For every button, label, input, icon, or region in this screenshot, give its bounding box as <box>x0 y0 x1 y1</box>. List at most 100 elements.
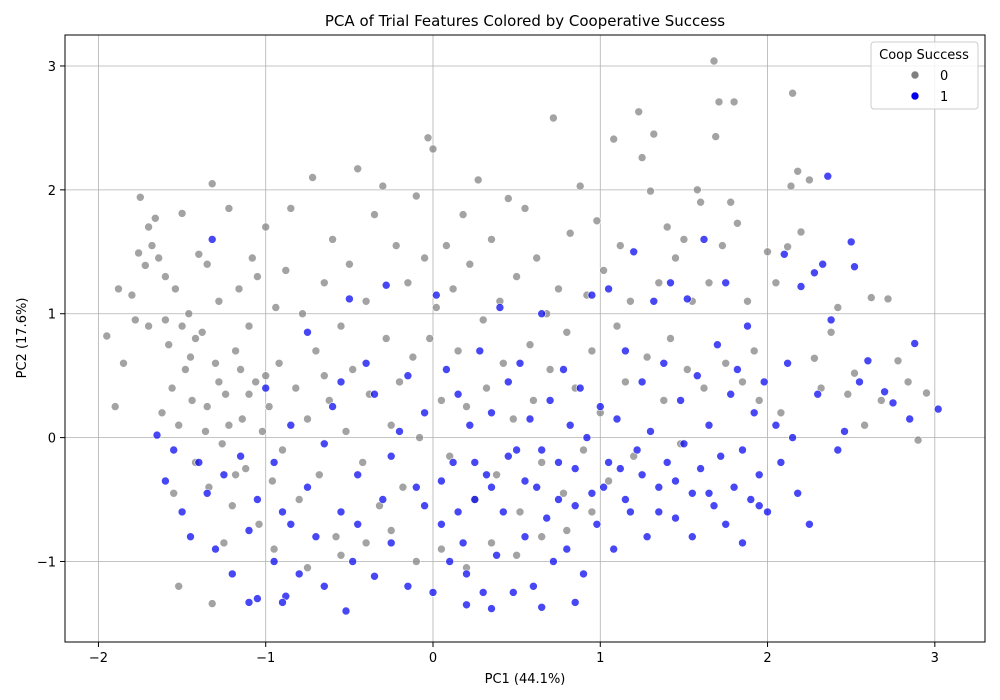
scatter-point-series-1 <box>933 404 943 414</box>
scatter-point-series-1 <box>470 458 480 467</box>
scatter-point-series-1 <box>253 495 262 504</box>
scatter-point-series-1 <box>649 296 659 306</box>
scatter-point-series-1 <box>783 358 792 368</box>
scatter-point-series-1 <box>846 237 856 247</box>
scatter-point-series-0 <box>682 365 692 374</box>
scatter-point-series-0 <box>110 402 120 411</box>
scatter-point-series-1 <box>269 557 279 566</box>
scatter-point-series-0 <box>278 445 287 455</box>
scatter-point-series-1 <box>738 445 747 455</box>
scatter-point-series-1 <box>403 581 413 591</box>
scatter-point-series-0 <box>311 346 321 356</box>
scatter-point-series-0 <box>211 358 220 368</box>
scatter-point-series-0 <box>729 97 739 107</box>
scatter-point-series-1 <box>713 340 722 350</box>
scatter-point-series-0 <box>621 377 630 387</box>
scatter-point-series-0 <box>850 368 859 378</box>
scatter-point-series-1 <box>818 259 828 269</box>
scatter-point-series-0 <box>420 253 429 263</box>
scatter-point-series-0 <box>537 532 547 542</box>
scatter-point-series-0 <box>860 420 869 430</box>
legend-title: Coop Success <box>879 48 969 63</box>
scatter-point-series-1 <box>699 235 709 244</box>
scatter-point-series-0 <box>833 303 843 312</box>
legend-marker-0 <box>910 70 920 80</box>
scatter-point-series-0 <box>386 420 396 430</box>
scatter-point-series-0 <box>308 173 317 182</box>
y-tick-label: 0 <box>48 432 56 447</box>
scatter-point-series-1 <box>779 250 789 259</box>
scatter-point-series-0 <box>843 389 853 399</box>
scatter-point-series-0 <box>411 191 421 201</box>
scatter-point-series-0 <box>604 476 613 486</box>
scatter-point-series-0 <box>442 241 451 250</box>
scatter-point-series-1 <box>278 507 287 517</box>
scatter-point-series-1 <box>386 538 396 548</box>
scatter-point-series-0 <box>609 134 619 144</box>
scatter-point-series-0 <box>381 334 391 343</box>
scatter-point-series-1 <box>671 513 680 523</box>
scatter-point-series-0 <box>545 365 555 374</box>
scatter-point-series-0 <box>378 181 388 191</box>
scatter-point-series-0 <box>599 266 608 275</box>
scatter-point-series-1 <box>207 235 217 244</box>
grid-lines <box>65 35 985 642</box>
scatter-point-series-0 <box>520 204 530 213</box>
scatter-point-series-0 <box>913 435 923 445</box>
scatter-point-series-1 <box>609 544 619 554</box>
scatter-point-series-1 <box>746 495 756 504</box>
scatter-point-series-1 <box>726 389 736 399</box>
scatter-point-series-0 <box>579 445 588 455</box>
scatter-point-series-1 <box>465 420 475 430</box>
scatter-point-series-0 <box>207 599 217 608</box>
scatter-point-series-1 <box>353 470 363 480</box>
legend-label-0: 0 <box>940 69 948 84</box>
x-tick-label: 0 <box>429 651 437 666</box>
scatter-point-series-1 <box>278 598 287 607</box>
scatter-point-series-1 <box>529 581 538 591</box>
scatter-point-series-0 <box>119 358 128 368</box>
scatter-point-series-0 <box>826 327 836 337</box>
scatter-point-series-0 <box>231 470 240 480</box>
scatter-point-series-1 <box>559 365 568 374</box>
scatter-point-series-1 <box>336 507 346 517</box>
scatter-point-series-0 <box>319 371 329 381</box>
scatter-point-series-0 <box>161 272 170 281</box>
scatter-point-series-1 <box>303 327 312 337</box>
scatter-point-series-0 <box>696 197 705 207</box>
y-axis-ticks: −1 0 1 2 3 <box>37 60 65 570</box>
scatter-point-series-1 <box>437 519 446 529</box>
x-axis-title: PC1 (44.1%) <box>485 672 566 687</box>
scatter-point-series-0 <box>336 550 346 560</box>
scatter-point-series-0 <box>386 526 396 535</box>
scatter-point-series-1 <box>743 321 752 331</box>
scatter-point-series-1 <box>498 507 508 517</box>
plot-frame <box>64 34 986 643</box>
scatter-point-series-0 <box>637 153 647 162</box>
scatter-point-series-1 <box>420 501 429 511</box>
scatter-point-series-0 <box>167 383 177 393</box>
scatter-point-series-1 <box>632 445 642 455</box>
scatter-point-series-0 <box>714 97 724 107</box>
scatter-point-series-0 <box>370 210 379 219</box>
scatter-point-series-1 <box>478 588 488 597</box>
scatter-point-series-1 <box>503 451 513 461</box>
scatter-point-series-1 <box>759 377 769 387</box>
scatter-point-series-0 <box>508 414 518 424</box>
scatter-point-series-1 <box>503 377 513 387</box>
scatter-point-series-0 <box>184 309 194 319</box>
scatter-point-series-0 <box>473 175 483 185</box>
scatter-point-series-0 <box>487 538 496 548</box>
scatter-point-series-1 <box>850 262 859 272</box>
scatter-point-series-0 <box>221 389 230 399</box>
scatter-point-series-0 <box>197 327 207 337</box>
scatter-point-series-1 <box>269 458 279 467</box>
scatter-point-series-0 <box>893 356 903 366</box>
scatter-point-series-0 <box>659 396 669 405</box>
scatter-point-series-1 <box>445 557 455 566</box>
scatter-point-series-1 <box>738 538 747 548</box>
scatter-point-series-0 <box>503 194 513 203</box>
scatter-point-series-1 <box>495 303 505 312</box>
scatter-point-series-0 <box>425 334 435 343</box>
scatter-point-series-1 <box>228 569 237 579</box>
